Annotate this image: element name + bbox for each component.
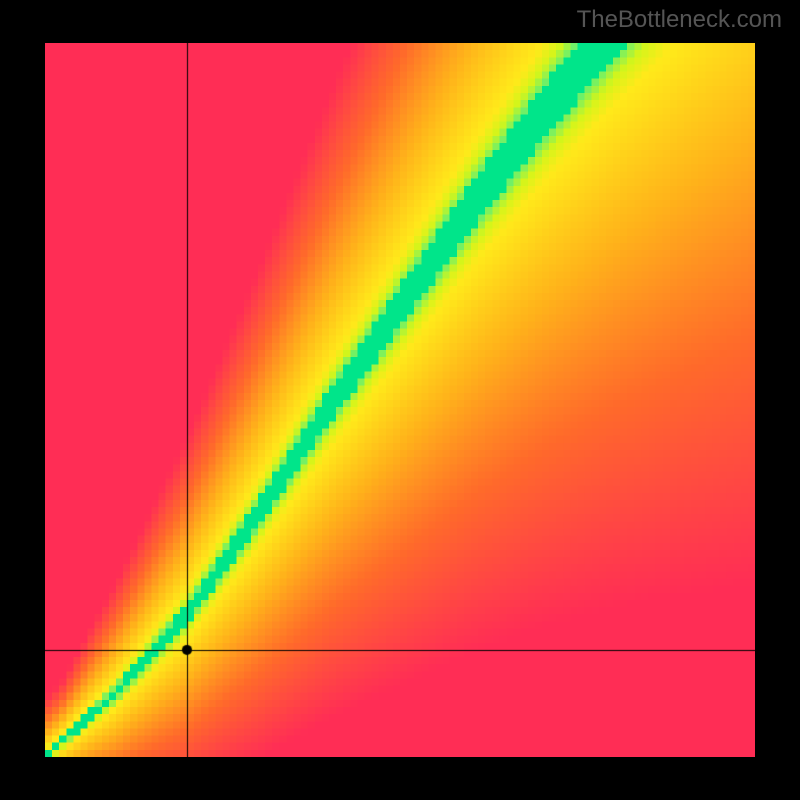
watermark-text: TheBottleneck.com — [577, 6, 782, 33]
crosshair-overlay — [45, 43, 755, 757]
watermark: TheBottleneck.com — [577, 6, 782, 34]
